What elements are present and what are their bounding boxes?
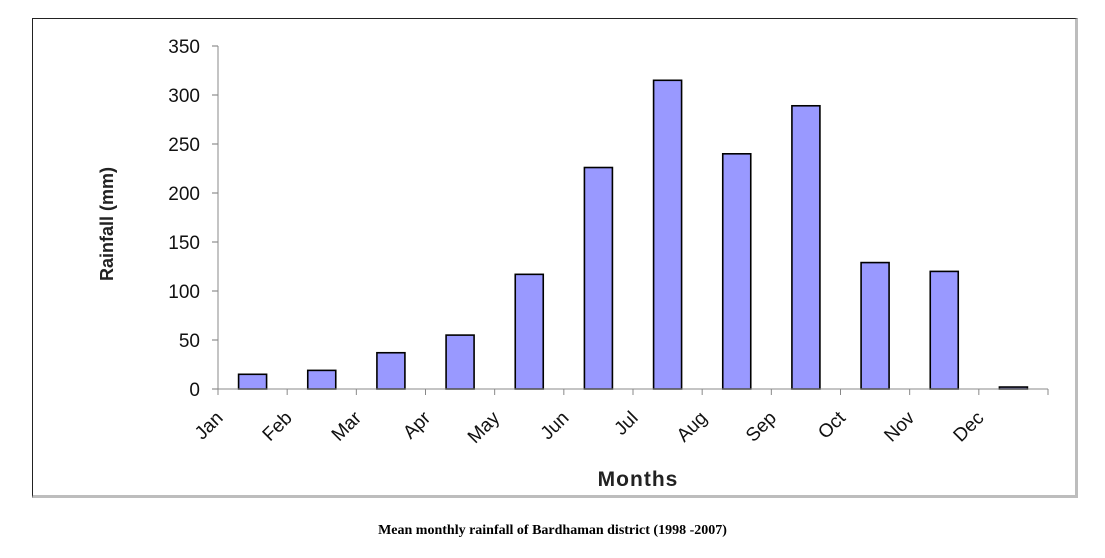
- y-tick-label: 200: [168, 184, 200, 205]
- bar-aug: [721, 153, 752, 390]
- bar-feb: [306, 369, 337, 390]
- bar-nov: [929, 270, 960, 390]
- x-tick-label: Jul: [611, 408, 643, 440]
- bar-may: [514, 273, 545, 390]
- bar-mar: [376, 351, 406, 390]
- y-axis-title: Rainfall (mm): [97, 167, 117, 281]
- bar-chart: 0 50 100 150 200 250 300 350 Jan Feb Mar Apr May Jun…: [97, 37, 1049, 491]
- y-tick-label: 350: [168, 37, 200, 58]
- bar-sep: [791, 104, 821, 390]
- bars: [237, 79, 1029, 390]
- x-axis: Jan Feb Mar Apr May Jun Jul Aug Sep Oct Nov Dec: [191, 388, 1049, 448]
- x-tick-label: Feb: [259, 408, 297, 446]
- bar-jan: [237, 373, 268, 390]
- x-tick-label: Aug: [673, 408, 712, 447]
- x-tick-label: Jan: [191, 408, 228, 445]
- bar-apr: [445, 334, 475, 390]
- y-axis: 0 50 100 150 200 250 300 350: [168, 37, 219, 401]
- bar-oct: [860, 261, 890, 390]
- x-tick-label: Apr: [399, 407, 435, 443]
- x-tick-label: Oct: [814, 407, 850, 443]
- x-tick-label: Dec: [950, 408, 989, 447]
- x-tick-label: May: [464, 407, 505, 448]
- y-tick-label: 0: [189, 380, 200, 401]
- x-tick-label: Sep: [742, 408, 781, 447]
- x-tick-label: Jun: [537, 408, 574, 445]
- chart-frame: 0 50 100 150 200 250 300 350 Jan Feb Mar Apr May Jun…: [32, 18, 1078, 498]
- bar-jun: [583, 166, 614, 390]
- x-tick-label: Mar: [328, 407, 366, 445]
- x-axis-title: Months: [598, 468, 679, 491]
- x-tick-label: Nov: [880, 407, 919, 446]
- figure-caption: Mean monthly rainfall of Bardhaman distr…: [378, 523, 727, 538]
- y-tick-label: 150: [168, 233, 200, 254]
- y-tick-label: 50: [179, 331, 200, 352]
- y-tick-label: 300: [168, 86, 200, 107]
- bar-jul: [652, 79, 683, 390]
- y-tick-label: 250: [168, 135, 200, 156]
- y-tick-label: 100: [168, 282, 200, 303]
